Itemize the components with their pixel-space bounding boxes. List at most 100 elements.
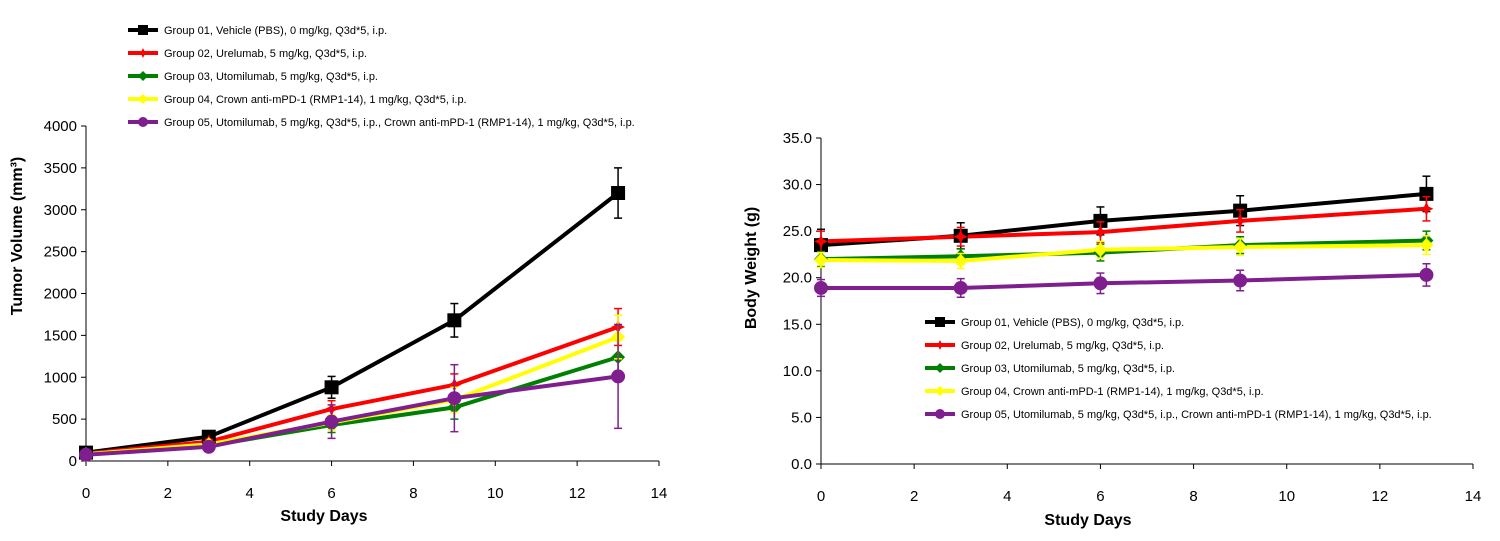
y-tick-label: 5.0 [791, 409, 812, 426]
y-tick-label: 2000 [44, 286, 77, 303]
legend-item: Group 02, Urelumab, 5 mg/kg, Q3d*5, i.p. [925, 340, 1164, 352]
data-point [814, 234, 828, 249]
x-tick-label: 6 [1096, 488, 1104, 505]
series-5-points [79, 323, 626, 462]
x-tick-label: 2 [164, 485, 172, 502]
data-point [1419, 267, 1434, 282]
x-tick-label: 8 [409, 485, 417, 502]
legend-item: Group 03, Utomilumab, 5 mg/kg, Q3d*5, i.… [925, 363, 1175, 375]
y-tick-label: 15.0 [783, 316, 812, 333]
legend-swatch-marker [935, 363, 945, 373]
y-tick-label: 3000 [44, 202, 77, 219]
x-tick-label: 14 [1465, 488, 1482, 505]
x-tick-label: 0 [82, 485, 90, 502]
series-5-points [814, 262, 1434, 299]
x-tick-label: 4 [246, 485, 254, 502]
y-tick-label: 1000 [44, 369, 77, 386]
legend: Group 01, Vehicle (PBS), 0 mg/kg, Q3d*5,… [128, 25, 635, 129]
data-point [814, 253, 828, 268]
data-point [447, 391, 462, 406]
data-point [611, 369, 626, 384]
y-tick-label: 4000 [44, 118, 77, 135]
y-tick-label: 30.0 [783, 177, 812, 194]
legend-swatch-marker [138, 48, 148, 58]
tumor-volume-chart: Tumor Volume (mm³) Study Days 0 500 1000 15… [9, 25, 667, 525]
data-point [1419, 238, 1434, 253]
series-2 [820, 206, 1427, 244]
legend-item: Group 03, Utomilumab, 5 mg/kg, Q3d*5, i.… [128, 71, 378, 83]
legend-swatch-marker [138, 94, 148, 104]
data-point [1233, 213, 1248, 228]
axes: 0 500 1000 1500 2000 2500 3000 3500 4000 0 2 4 6 8 10 1… [44, 118, 668, 502]
axes: 0.0 5.0 10.0 15.0 20.0 25.0 30.0 35.0 0 2 4 6 8 10 12 1… [783, 130, 1482, 505]
data-point [1233, 239, 1248, 254]
data-point [814, 280, 828, 295]
legend-item: Group 02, Urelumab, 5 mg/kg, Q3d*5, i.p. [128, 48, 367, 60]
legend-item: Group 04, Crown anti-mPD-1 (RMP1-14), 1 … [925, 386, 1264, 398]
data-point [953, 229, 968, 244]
data-point [324, 380, 339, 395]
x-tick-label: 12 [1372, 488, 1389, 505]
y-tick-label: 0.0 [791, 456, 812, 473]
y-tick-label: 500 [52, 411, 77, 428]
series-line [85, 325, 619, 456]
body-weight-chart: Body Weight (g) Study Days 0.0 5.0 10.0 15.… [743, 130, 1481, 529]
data-point [953, 253, 968, 268]
legend-label: Group 03, Utomilumab, 5 mg/kg, Q3d*5, i.… [164, 71, 378, 83]
legend-label: Group 02, Urelumab, 5 mg/kg, Q3d*5, i.p. [164, 48, 367, 60]
legend-swatch-marker [935, 409, 945, 419]
legend-swatch-marker [138, 117, 148, 127]
legend-item: Group 05, Utomilumab, 5 mg/kg, Q3d*5, i.… [128, 117, 635, 129]
series-2 [85, 325, 619, 456]
series-line [85, 191, 620, 455]
legend-label: Group 01, Vehicle (PBS), 0 mg/kg, Q3d*5,… [961, 317, 1184, 329]
y-tick-label: 25.0 [783, 223, 812, 240]
tumor-volume-ylabel: Tumor Volume (mm³) [9, 157, 26, 316]
x-tick-label: 10 [1278, 488, 1295, 505]
x-tick-label: 0 [817, 488, 825, 505]
y-tick-label: 35.0 [783, 130, 812, 147]
series-line [821, 272, 1427, 290]
x-tick-label: 10 [487, 485, 504, 502]
x-tick-label: 6 [327, 485, 335, 502]
y-tick-label: 3500 [44, 160, 77, 177]
legend-swatch-marker [935, 386, 945, 396]
series-4-points [814, 235, 1434, 270]
legend-label: Group 03, Utomilumab, 5 mg/kg, Q3d*5, i.… [961, 363, 1175, 375]
x-tick-label: 8 [1189, 488, 1197, 505]
legend-swatch-marker [935, 317, 945, 327]
legend-label: Group 05, Utomilumab, 5 mg/kg, Q3d*5, i.… [961, 409, 1432, 421]
data-point [1093, 213, 1108, 228]
data-point [1419, 201, 1434, 216]
data-point [611, 186, 626, 200]
data-point [79, 447, 93, 462]
data-point [1233, 273, 1248, 288]
legend-swatch-marker [138, 25, 148, 35]
data-point [1093, 276, 1108, 291]
body-weight-ylabel: Body Weight (g) [743, 207, 760, 329]
y-tick-label: 20.0 [783, 270, 812, 287]
data-point [1093, 225, 1108, 240]
legend: Group 01, Vehicle (PBS), 0 mg/kg, Q3d*5,… [925, 317, 1432, 421]
x-tick-label: 14 [651, 485, 668, 502]
legend-label: Group 01, Vehicle (PBS), 0 mg/kg, Q3d*5,… [164, 25, 387, 37]
legend-label: Group 04, Crown anti-mPD-1 (RMP1-14), 1 … [164, 94, 467, 106]
y-tick-label: 1500 [44, 327, 77, 344]
legend-item: Group 05, Utomilumab, 5 mg/kg, Q3d*5, i.… [925, 409, 1432, 421]
y-tick-label: 10.0 [783, 363, 812, 380]
y-tick-label: 2500 [44, 244, 77, 261]
body-weight-xlabel: Study Days [1044, 512, 1131, 529]
series-line [820, 206, 1427, 244]
data-point [201, 439, 216, 454]
data-point [324, 414, 339, 429]
y-tick-label: 0 [69, 453, 77, 470]
data-point [1093, 242, 1108, 257]
data-point [953, 280, 968, 295]
legend-label: Group 02, Urelumab, 5 mg/kg, Q3d*5, i.p. [961, 340, 1164, 352]
x-tick-label: 2 [910, 488, 918, 505]
legend-label: Group 05, Utomilumab, 5 mg/kg, Q3d*5, i.… [164, 117, 635, 129]
legend-item: Group 01, Vehicle (PBS), 0 mg/kg, Q3d*5,… [128, 25, 387, 37]
tumor-volume-xlabel: Study Days [280, 508, 367, 525]
series-1 [85, 191, 620, 455]
